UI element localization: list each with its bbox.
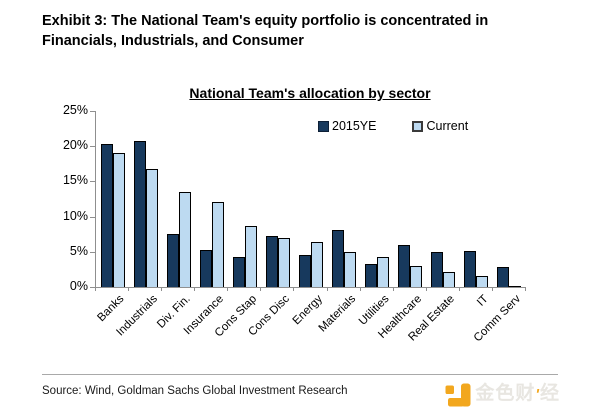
bar-2015ye bbox=[365, 263, 378, 287]
x-axis-tick bbox=[95, 288, 96, 291]
bar-2015ye bbox=[199, 249, 212, 287]
bar-2015ye bbox=[497, 266, 510, 287]
bar-current bbox=[277, 237, 290, 287]
bar-current bbox=[211, 201, 224, 287]
bar-current bbox=[509, 285, 522, 287]
bar-group-banks bbox=[96, 111, 129, 287]
y-axis-label: 5% bbox=[69, 243, 88, 258]
legend-swatch-2015ye bbox=[318, 120, 329, 132]
bar-current bbox=[344, 251, 357, 287]
jinse-logo-text: 金色财'经 bbox=[475, 381, 560, 408]
bar-series-container bbox=[96, 111, 526, 287]
bar-2015ye bbox=[464, 251, 477, 287]
exhibit-title-line2: Financials, Industrials, and Consumer bbox=[42, 33, 304, 49]
plot-area bbox=[95, 111, 526, 288]
bar-group-real-estate bbox=[427, 111, 460, 287]
bar-2015ye bbox=[232, 257, 245, 287]
chart-legend: 2015YE Current bbox=[318, 119, 468, 133]
x-axis-tick bbox=[293, 288, 295, 291]
logo-text-part1: 金色财 bbox=[475, 383, 536, 404]
bar-2015ye bbox=[100, 144, 113, 287]
y-axis-label: 25% bbox=[62, 103, 88, 117]
bar-group-industrials bbox=[129, 111, 162, 287]
y-axis-tick bbox=[90, 111, 95, 112]
bar-2015ye bbox=[166, 234, 179, 287]
legend-label-current: Current bbox=[426, 119, 469, 133]
bar-current bbox=[476, 276, 489, 287]
x-axis-tick bbox=[425, 288, 427, 291]
bar-2015ye bbox=[265, 236, 278, 287]
y-axis-tick bbox=[90, 146, 95, 148]
exhibit-title: Exhibit 3: The National Team's equity po… bbox=[42, 11, 542, 51]
logo-accent-mark: ' bbox=[535, 386, 540, 403]
legend-item-2015ye: 2015YE bbox=[318, 119, 376, 133]
x-axis-tick bbox=[392, 288, 394, 291]
bar-group-insurance bbox=[195, 111, 228, 287]
x-axis-tick bbox=[326, 288, 328, 291]
exhibit-title-line1: Exhibit 3: The National Team's equity po… bbox=[42, 13, 489, 29]
bar-group-materials bbox=[328, 111, 361, 287]
x-axis-tick bbox=[128, 288, 130, 291]
bar-current bbox=[112, 152, 125, 287]
logo-text-part2: 经 bbox=[539, 383, 560, 404]
y-axis-tick bbox=[90, 287, 95, 288]
bar-current bbox=[244, 225, 257, 287]
x-axis-tick bbox=[161, 288, 163, 291]
bar-group-it bbox=[460, 111, 493, 287]
bar-group-comm-serv bbox=[493, 111, 526, 287]
legend-item-current: Current bbox=[412, 119, 468, 133]
bar-group-healthcare bbox=[394, 111, 427, 287]
bar-group-cons-stap bbox=[228, 111, 261, 287]
footer-divider bbox=[42, 374, 558, 375]
bar-current bbox=[377, 256, 390, 287]
jinse-finance-logo: 金色财'经 bbox=[445, 381, 560, 408]
bar-current bbox=[178, 191, 191, 287]
x-axis-tick bbox=[194, 288, 196, 291]
y-axis-label: 10% bbox=[62, 208, 88, 223]
bar-current bbox=[443, 271, 456, 287]
x-axis-tick bbox=[260, 288, 262, 291]
bar-2015ye bbox=[332, 229, 345, 287]
chart-title: National Team's allocation by sector bbox=[189, 85, 431, 101]
legend-swatch-current bbox=[412, 120, 424, 132]
y-axis-label: 15% bbox=[62, 173, 88, 188]
bar-group-cons-disc bbox=[261, 111, 294, 287]
bar-group-energy bbox=[294, 111, 327, 287]
y-axis-tick bbox=[90, 216, 95, 218]
legend-label-2015ye: 2015YE bbox=[332, 119, 377, 133]
x-axis-tick bbox=[458, 288, 460, 291]
bar-current bbox=[311, 241, 323, 287]
x-axis-tick bbox=[359, 288, 361, 291]
x-axis-tick bbox=[491, 288, 493, 291]
bar-2015ye bbox=[133, 140, 146, 287]
y-axis-tick bbox=[90, 181, 95, 183]
bar-2015ye bbox=[431, 251, 444, 287]
bar-current bbox=[410, 265, 423, 287]
y-axis-label: 0% bbox=[69, 279, 88, 293]
y-axis-tick bbox=[90, 251, 95, 253]
bar-2015ye bbox=[299, 254, 311, 287]
y-axis-label: 20% bbox=[62, 138, 88, 153]
x-axis-tick bbox=[227, 288, 229, 291]
bar-2015ye bbox=[398, 245, 411, 287]
bar-group-utilities bbox=[361, 111, 394, 287]
jinse-logo-icon bbox=[445, 383, 471, 406]
source-text: Source: Wind, Goldman Sachs Global Inves… bbox=[42, 385, 348, 397]
x-axis-label-banks: Banks bbox=[95, 293, 127, 325]
x-axis-tick bbox=[525, 288, 526, 291]
bar-current bbox=[145, 169, 158, 287]
x-axis-label-it: IT bbox=[474, 293, 491, 309]
bar-group-div-fin- bbox=[162, 111, 195, 287]
